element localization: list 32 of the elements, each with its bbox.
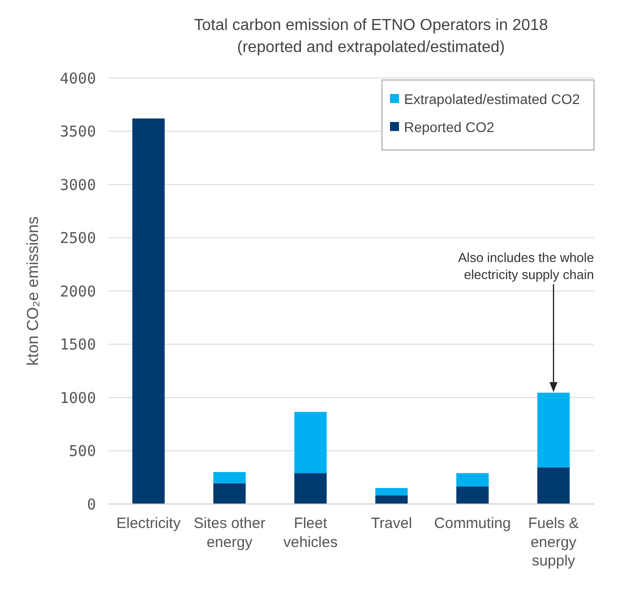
chart-subtitle: (reported and extrapolated/estimated)	[237, 39, 505, 56]
y-tick-label: 500	[68, 442, 96, 460]
bar	[456, 473, 489, 486]
y-tick-label: 4000	[60, 69, 96, 88]
legend-label: Reported CO2	[404, 118, 494, 135]
x-tick-label: Fuels & energy supply	[528, 515, 579, 570]
y-tick-label: 3000	[60, 176, 96, 194]
y-axis-title: kton CO₂e emissions	[25, 216, 42, 366]
y-tick-label: 3500	[60, 122, 96, 140]
bar	[537, 467, 570, 504]
y-tick-label: 1500	[60, 336, 96, 354]
bar	[132, 118, 165, 504]
bar	[294, 412, 327, 474]
bar	[294, 473, 327, 504]
annotation: Also includes the whole electricity supply chain	[458, 250, 594, 282]
x-tick-label: Commuting	[434, 515, 511, 532]
y-tick-label: 1000	[60, 388, 96, 407]
bar	[375, 488, 408, 496]
x-tick-label: Electricity	[116, 515, 182, 532]
bar	[537, 392, 570, 468]
bar	[213, 472, 246, 484]
chart-title: Total carbon emission of ETNO Operators in 2018	[194, 17, 548, 34]
bar	[375, 495, 408, 504]
bar	[456, 486, 489, 504]
y-tick-label: 2500	[60, 229, 96, 247]
bar	[213, 483, 246, 504]
x-tick-label: Sites other energy	[194, 515, 266, 551]
y-tick-label: 2000	[60, 282, 96, 300]
x-tick-label: Travel	[370, 515, 412, 532]
y-tick-label: 0	[86, 495, 96, 514]
legend-label: Extrapolated/estimated CO2	[404, 90, 580, 107]
x-tick-label: Fleet vehicles	[283, 515, 338, 551]
